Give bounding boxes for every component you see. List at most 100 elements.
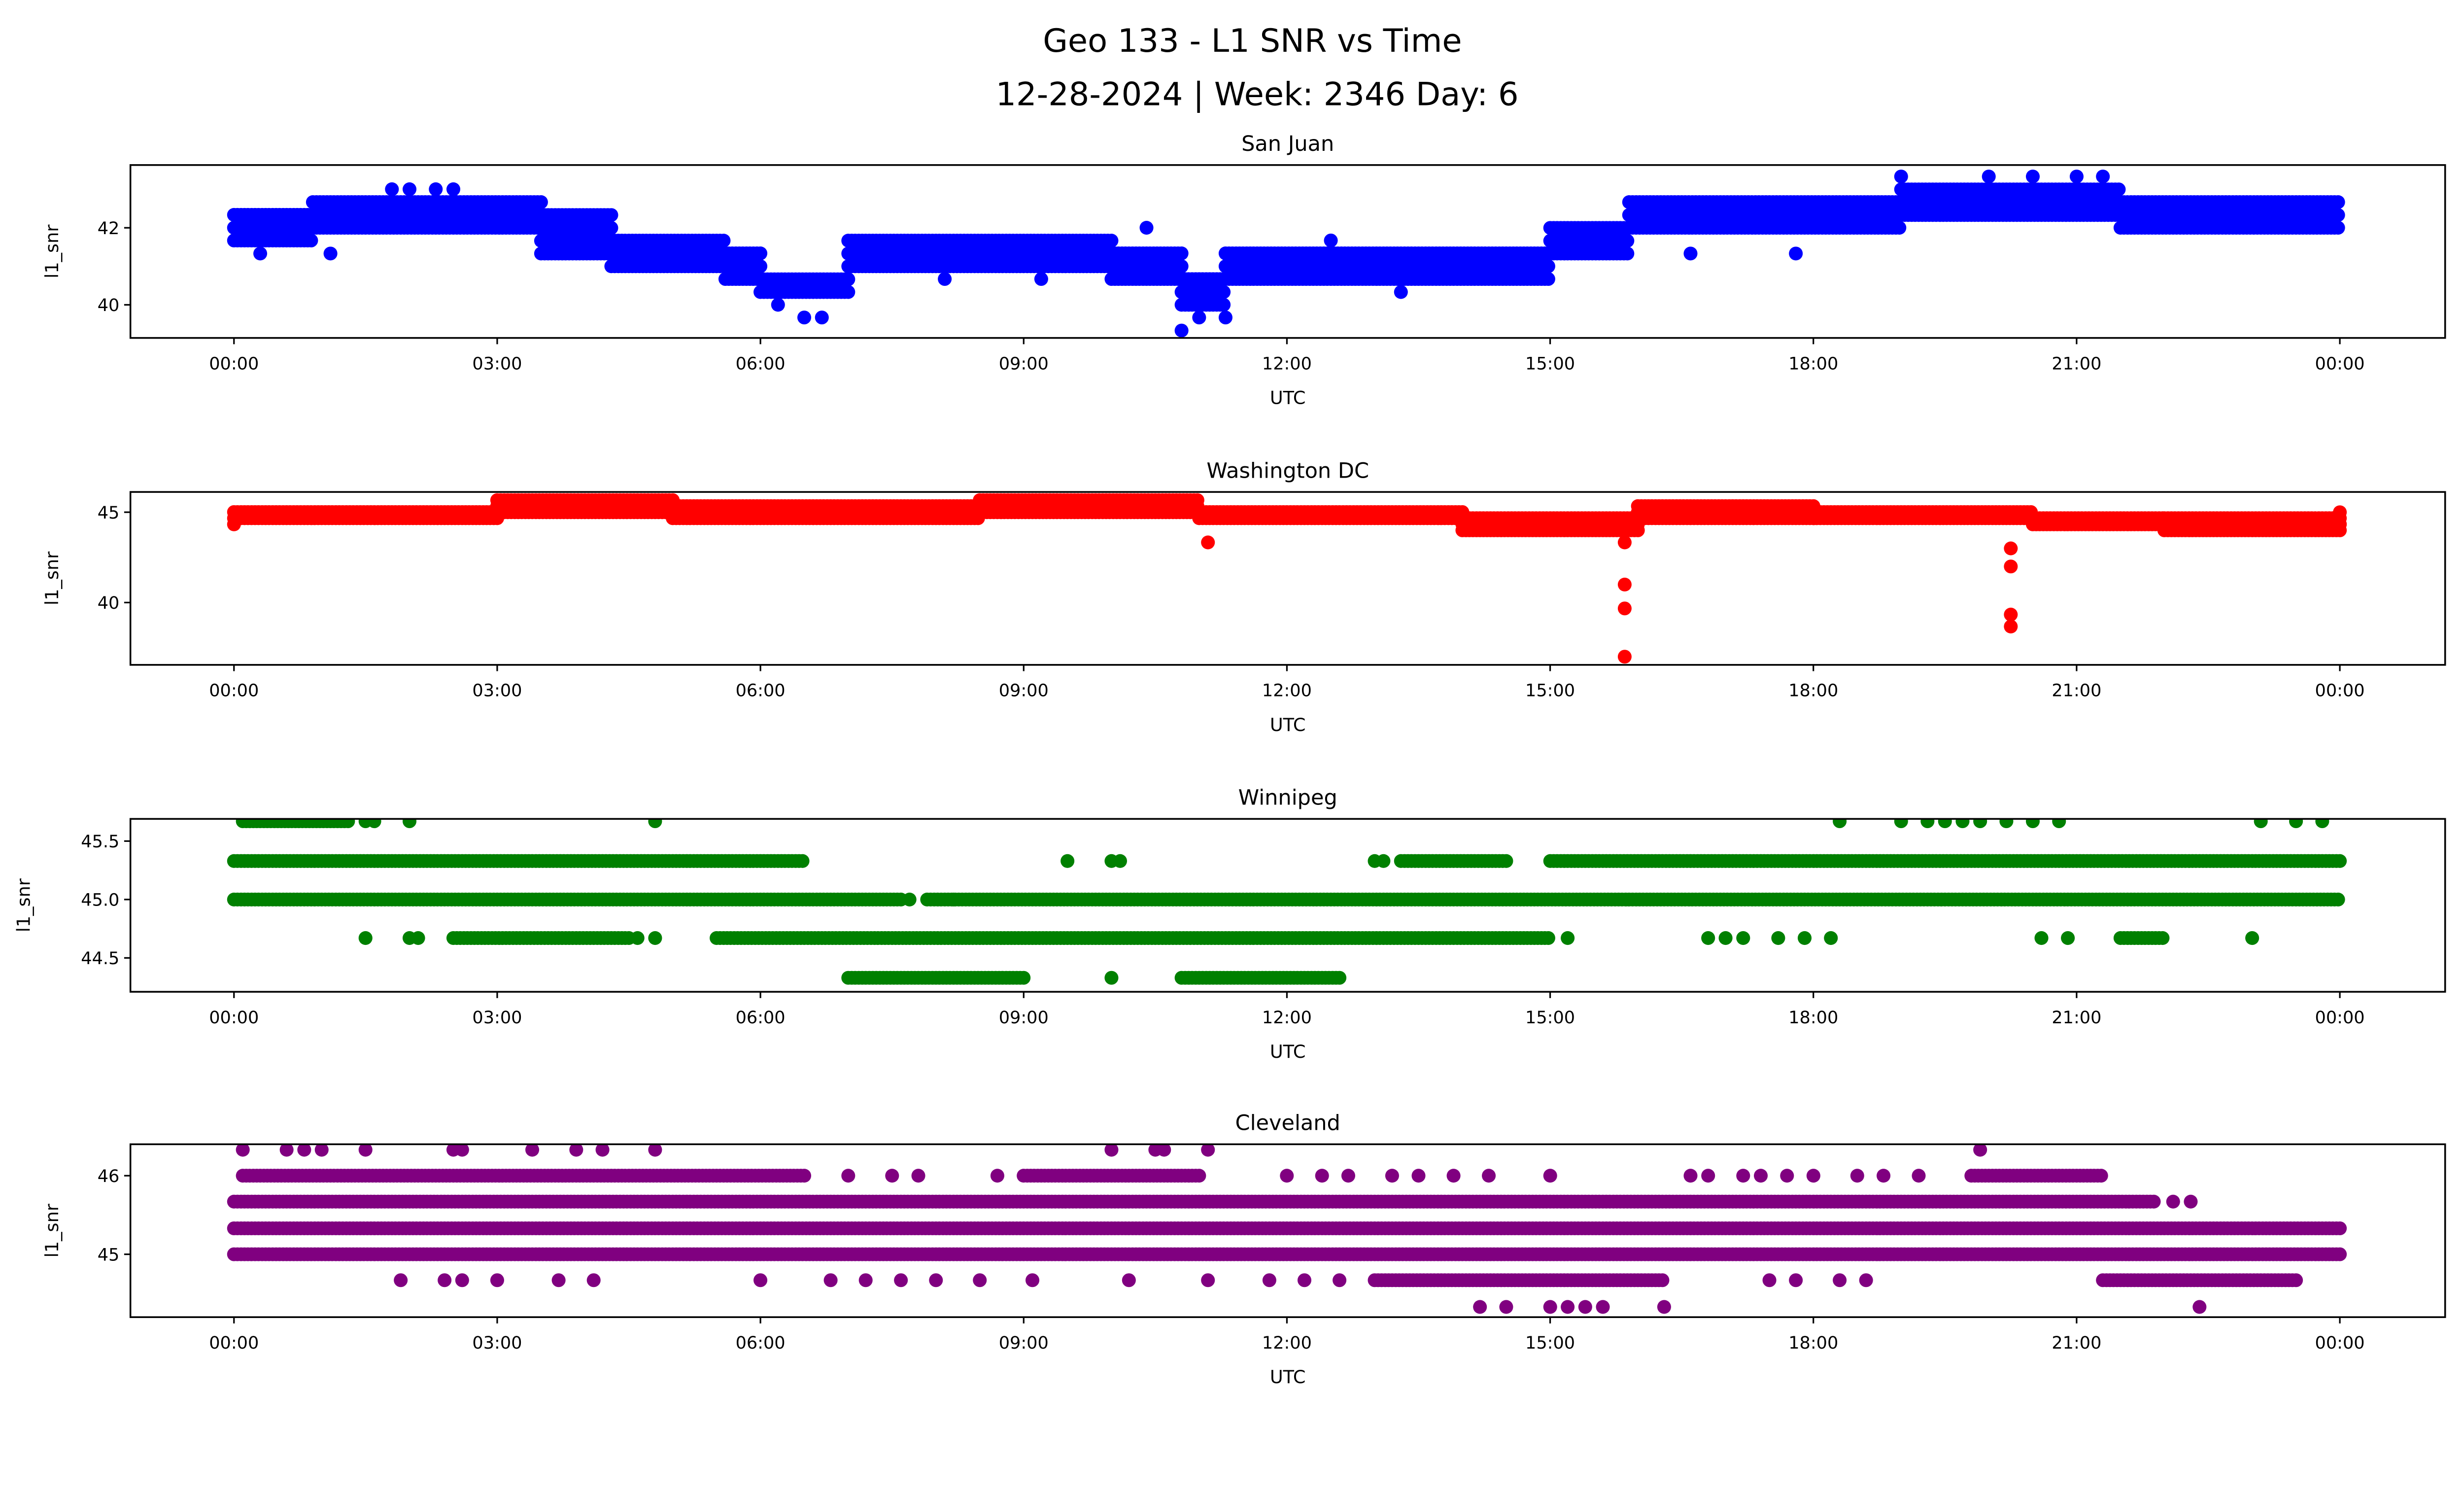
data-point (1394, 285, 1408, 299)
data-point (604, 221, 618, 235)
data-point (2004, 559, 2018, 574)
y-tick-label: 42 (98, 218, 120, 239)
data-point (446, 182, 460, 196)
data-point (304, 233, 318, 247)
figure: Geo 133 - L1 SNR vs Time 12-28-2024 | We… (13, 22, 2446, 1388)
data-point (2004, 541, 2018, 556)
data-point (1139, 221, 1154, 235)
data-point (797, 311, 812, 325)
x-tick-label: 15:00 (1525, 353, 1575, 374)
x-tick-label: 09:00 (999, 353, 1049, 374)
data-point (1201, 535, 1215, 550)
data-point (1218, 311, 1232, 325)
data-point (1561, 931, 1575, 945)
axes-frame (129, 818, 2446, 993)
data-point (1333, 971, 1347, 985)
data-point (1892, 221, 1907, 235)
x-tick-label: 06:00 (736, 1008, 786, 1028)
data-point (1973, 819, 1987, 829)
axes-frame (129, 491, 2446, 666)
x-tick-label: 03:00 (472, 681, 522, 701)
data-point (1620, 246, 1635, 261)
data-point (815, 311, 829, 325)
data-point (1617, 535, 1632, 550)
data-point (1190, 493, 1204, 507)
data-point (604, 208, 618, 222)
x-tick-label: 00:00 (2315, 353, 2365, 374)
data-point (1174, 246, 1189, 261)
data-point (938, 272, 952, 286)
data-point (1541, 272, 1555, 286)
data-point (771, 298, 785, 312)
x-tick-label: 00:00 (2315, 1008, 2365, 1028)
x-tick-label: 03:00 (472, 1008, 522, 1028)
subplot-title: Winnipeg (1238, 786, 1337, 810)
data-point (1541, 259, 1555, 274)
data-point (1833, 819, 1847, 829)
data-point (753, 246, 768, 261)
data-point (1894, 170, 1908, 184)
data-point (1617, 601, 1632, 616)
x-tick-label: 21:00 (2052, 681, 2101, 701)
data-point (2061, 931, 2075, 945)
x-tick-label: 18:00 (1788, 681, 1838, 701)
y-tick-label: 40 (98, 295, 120, 315)
data-point (1701, 931, 1715, 945)
data-point (2156, 931, 2170, 945)
x-tick-label: 09:00 (999, 681, 1049, 701)
data-point (2333, 505, 2347, 520)
data-point (1920, 819, 1935, 829)
data-point (385, 182, 399, 196)
data-point (227, 517, 241, 531)
data-point (2333, 854, 2347, 868)
x-tick-label: 00:00 (209, 681, 259, 701)
x-axis-label: UTC (1270, 714, 1306, 735)
data-point (2331, 208, 2345, 222)
subplot-title: San Juan (1241, 132, 1334, 156)
data-point (1174, 323, 1189, 338)
data-point (1174, 259, 1189, 274)
y-tick-label: 44.5 (81, 948, 119, 969)
axes-frame (129, 164, 2446, 339)
data-point (1620, 234, 1635, 248)
x-tick-label: 18:00 (1788, 353, 1838, 374)
y-tick-label: 40 (98, 593, 120, 613)
data-point (402, 819, 417, 829)
data-point (1104, 234, 1119, 248)
data-point (1683, 246, 1698, 261)
data-point (429, 182, 443, 196)
data-point (1789, 246, 1803, 261)
data-point (1113, 854, 1127, 868)
y-axis-label: l1_snr (41, 224, 63, 278)
data-point (1217, 298, 1231, 312)
scatter-series (227, 170, 2345, 338)
data-point (753, 259, 768, 274)
data-point (946, 892, 960, 906)
x-tick-label: 18:00 (1788, 1008, 1838, 1028)
data-point (1824, 931, 1838, 945)
data-point (253, 246, 268, 261)
data-point (2245, 931, 2259, 945)
data-point (1376, 854, 1391, 868)
scatter-series (227, 819, 2347, 985)
data-point (1034, 272, 1048, 286)
data-point (1617, 650, 1632, 664)
scatter-series (227, 493, 2347, 664)
data-point (630, 931, 645, 945)
data-point (2052, 819, 2066, 829)
data-point (1324, 233, 1338, 247)
data-point (795, 854, 810, 868)
data-point (1104, 971, 1119, 985)
data-point (341, 819, 355, 829)
data-point (2069, 170, 2084, 184)
data-point (2289, 819, 2303, 829)
data-point (717, 234, 731, 248)
x-tick-label: 06:00 (736, 353, 786, 374)
x-tick-label: 00:00 (2315, 681, 2365, 701)
data-point (534, 195, 548, 209)
x-tick-label: 15:00 (1525, 681, 1575, 701)
data-point (2025, 170, 2040, 184)
x-tick-label: 06:00 (736, 681, 786, 701)
